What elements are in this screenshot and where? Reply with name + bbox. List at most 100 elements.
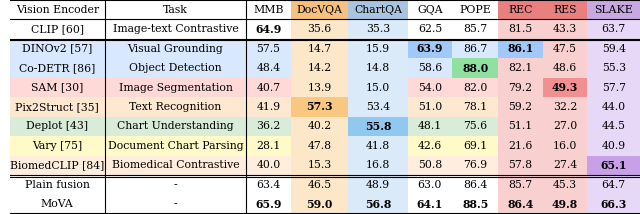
Text: DocVQA: DocVQA xyxy=(296,5,342,15)
Bar xyxy=(588,0,640,19)
Text: 46.5: 46.5 xyxy=(307,180,332,190)
Bar xyxy=(291,0,348,19)
Text: 56.8: 56.8 xyxy=(365,199,391,210)
Bar xyxy=(543,58,588,78)
Text: 16.0: 16.0 xyxy=(553,141,577,151)
Text: 75.6: 75.6 xyxy=(463,122,487,131)
Text: 86.1: 86.1 xyxy=(508,43,534,54)
Bar xyxy=(348,0,408,19)
Text: Biomedical Contrastive: Biomedical Contrastive xyxy=(111,160,239,170)
Text: 55.8: 55.8 xyxy=(365,121,391,132)
Bar xyxy=(543,117,588,136)
Text: 47.5: 47.5 xyxy=(553,44,577,54)
Bar xyxy=(498,0,543,19)
Bar xyxy=(543,78,588,97)
Bar xyxy=(408,39,452,58)
Text: 21.6: 21.6 xyxy=(508,141,532,151)
Text: 42.6: 42.6 xyxy=(418,141,442,151)
Text: 41.9: 41.9 xyxy=(256,102,280,112)
Text: 45.3: 45.3 xyxy=(553,180,577,190)
Text: ChartQA: ChartQA xyxy=(354,5,402,15)
Text: 50.8: 50.8 xyxy=(418,160,442,170)
Text: REC: REC xyxy=(508,5,532,15)
Text: 86.4: 86.4 xyxy=(508,199,534,210)
Text: RES: RES xyxy=(554,5,577,15)
Text: 48.4: 48.4 xyxy=(256,63,280,73)
Bar xyxy=(291,156,348,175)
Text: 54.0: 54.0 xyxy=(418,83,442,92)
Bar xyxy=(291,78,348,97)
Text: 63.0: 63.0 xyxy=(418,180,442,190)
Bar xyxy=(452,58,498,78)
Text: 53.4: 53.4 xyxy=(366,102,390,112)
Text: DINOv2 [57]: DINOv2 [57] xyxy=(22,44,92,54)
Text: 47.8: 47.8 xyxy=(307,141,332,151)
Text: Plain fusion: Plain fusion xyxy=(25,180,90,190)
Text: 57.3: 57.3 xyxy=(307,101,333,113)
Bar xyxy=(291,97,348,117)
Bar xyxy=(543,97,588,117)
Bar xyxy=(10,156,640,175)
Text: 40.9: 40.9 xyxy=(602,141,626,151)
Text: Image Segmentation: Image Segmentation xyxy=(118,83,232,92)
Text: 59.0: 59.0 xyxy=(307,199,333,210)
Text: 49.8: 49.8 xyxy=(552,199,579,210)
Text: BiomedCLIP [84]: BiomedCLIP [84] xyxy=(10,160,104,170)
Bar xyxy=(348,136,408,156)
Text: 63.4: 63.4 xyxy=(256,180,280,190)
Text: MMB: MMB xyxy=(253,5,284,15)
Text: -: - xyxy=(173,180,177,190)
Bar xyxy=(348,117,408,136)
Text: 57.7: 57.7 xyxy=(602,83,626,92)
Bar xyxy=(588,78,640,97)
Text: Document Chart Parsing: Document Chart Parsing xyxy=(108,141,243,151)
Text: Object Detection: Object Detection xyxy=(129,63,222,73)
Text: Chart Understanding: Chart Understanding xyxy=(117,122,234,131)
Text: 64.7: 64.7 xyxy=(602,180,626,190)
Text: SAM [30]: SAM [30] xyxy=(31,83,83,92)
Bar xyxy=(291,136,348,156)
Text: 88.0: 88.0 xyxy=(462,62,488,74)
Text: 85.7: 85.7 xyxy=(463,24,487,34)
Text: Task: Task xyxy=(163,5,188,15)
Text: Co-DETR [86]: Co-DETR [86] xyxy=(19,63,95,73)
Bar xyxy=(291,117,348,136)
Text: Pix2Struct [35]: Pix2Struct [35] xyxy=(15,102,99,112)
Text: 64.1: 64.1 xyxy=(417,199,443,210)
Text: 32.2: 32.2 xyxy=(553,102,577,112)
Bar xyxy=(291,97,348,117)
Text: 13.9: 13.9 xyxy=(307,83,332,92)
Text: 63.9: 63.9 xyxy=(417,43,443,54)
Text: 48.9: 48.9 xyxy=(366,180,390,190)
Text: 43.3: 43.3 xyxy=(553,24,577,34)
Bar xyxy=(498,136,543,156)
Bar xyxy=(348,78,408,97)
Text: 59.2: 59.2 xyxy=(508,102,532,112)
Bar xyxy=(348,117,408,136)
Bar xyxy=(348,58,408,78)
Text: 86.7: 86.7 xyxy=(463,44,487,54)
Text: POPE: POPE xyxy=(460,5,491,15)
Bar xyxy=(498,78,543,97)
Text: 57.5: 57.5 xyxy=(257,44,280,54)
Text: Visual Grounding: Visual Grounding xyxy=(127,44,223,54)
Text: 14.2: 14.2 xyxy=(307,63,332,73)
Bar xyxy=(498,39,543,58)
Text: CLIP [60]: CLIP [60] xyxy=(31,24,84,34)
Bar xyxy=(543,136,588,156)
Text: 48.1: 48.1 xyxy=(418,122,442,131)
Bar xyxy=(10,136,640,156)
Text: 35.3: 35.3 xyxy=(366,24,390,34)
Text: 79.2: 79.2 xyxy=(508,83,532,92)
Text: 76.9: 76.9 xyxy=(463,160,487,170)
Bar xyxy=(291,39,348,58)
Text: 65.1: 65.1 xyxy=(600,160,627,171)
Text: 69.1: 69.1 xyxy=(463,141,487,151)
Bar xyxy=(348,156,408,175)
Bar xyxy=(498,39,543,58)
Bar xyxy=(588,0,640,214)
Bar xyxy=(291,58,348,78)
Text: 16.8: 16.8 xyxy=(366,160,390,170)
Bar xyxy=(543,39,588,58)
Text: 15.0: 15.0 xyxy=(366,83,390,92)
